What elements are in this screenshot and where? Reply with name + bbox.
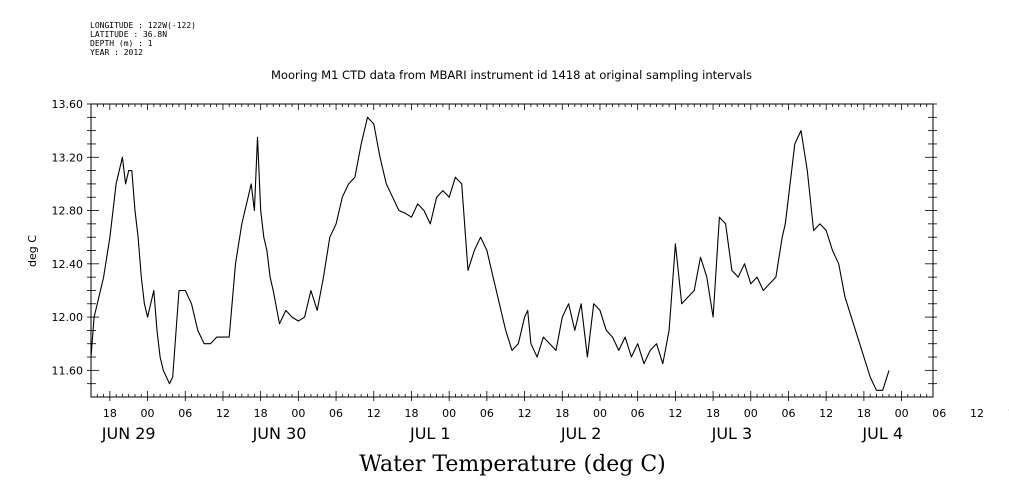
y-tick-label: 12.80: [52, 205, 84, 218]
y-tick-label: 12.40: [52, 258, 84, 271]
x-hour-label: 06: [631, 407, 645, 420]
plot-border: [90, 103, 934, 398]
x-day-label: JUN 30: [252, 424, 307, 443]
chart-title-text: Mooring M1 CTD data from MBARI instrumen…: [271, 68, 752, 82]
x-hour-label: 00: [744, 407, 758, 420]
y-tick-label: 12.00: [52, 311, 84, 324]
temperature-series-line: [90, 116, 890, 391]
x-hour-label: 18: [857, 407, 871, 420]
meta-latitude: LATITUDE : 36.8N: [90, 30, 168, 39]
y-tick-label: 11.60: [52, 364, 84, 377]
x-day-label: JUL 2: [560, 424, 602, 443]
x-hour-label: 12: [668, 407, 682, 420]
x-hour-label: 06: [480, 407, 494, 420]
x-hour-label: 18: [555, 407, 569, 420]
y-axis-label: deg C: [26, 235, 39, 267]
x-hour-label: 00: [141, 407, 155, 420]
x-day-label: JUL 3: [711, 424, 753, 443]
x-axis-title: Water Temperature (deg C): [0, 452, 1009, 477]
axis-tick-labels: 11.60 12.00 12.40 12.80 13.20 13.60 18 00 06 12 18…: [52, 98, 1009, 443]
x-hour-label: 06: [932, 407, 946, 420]
x-hour-label: 12: [367, 407, 381, 420]
metadata-block: LONGITUDE : 122W(-122) LATITUDE : 36.8N …: [90, 21, 196, 57]
x-day-label: JUL 4: [861, 424, 903, 443]
x-hour-label: 00: [442, 407, 456, 420]
chart-title: Mooring M1 CTD data from MBARI instrumen…: [0, 68, 1009, 82]
x-hour-label: 18: [404, 407, 418, 420]
x-hour-label: 00: [291, 407, 305, 420]
plot-frame: [90, 103, 934, 398]
meta-depth: DEPTH (m) : 1: [90, 39, 153, 48]
x-hour-label: 12: [216, 407, 230, 420]
y-tick-label: 13.20: [52, 151, 84, 164]
x-hour-label: 18: [254, 407, 268, 420]
axis-ticks: [87, 103, 937, 401]
x-hour-label: 00: [895, 407, 909, 420]
meta-year: YEAR : 2012: [90, 48, 143, 57]
x-day-label: JUL 1: [409, 424, 451, 443]
x-axis-title-text: Water Temperature (deg C): [359, 452, 666, 477]
x-hour-label: 12: [970, 407, 984, 420]
meta-longitude: LONGITUDE : 122W(-122): [90, 21, 196, 30]
x-hour-label: 12: [518, 407, 532, 420]
x-hour-label: 18: [706, 407, 720, 420]
x-day-label: JUN 29: [101, 424, 156, 443]
x-hour-label: 06: [178, 407, 192, 420]
x-hour-label: 06: [781, 407, 795, 420]
x-hour-label: 06: [329, 407, 343, 420]
series-group: [90, 116, 890, 391]
x-hour-label: 18: [103, 407, 117, 420]
y-tick-label: 13.60: [52, 98, 84, 111]
x-hour-label: 12: [819, 407, 833, 420]
x-hour-label: 00: [593, 407, 607, 420]
x-hour-label: 18: [1008, 407, 1009, 420]
